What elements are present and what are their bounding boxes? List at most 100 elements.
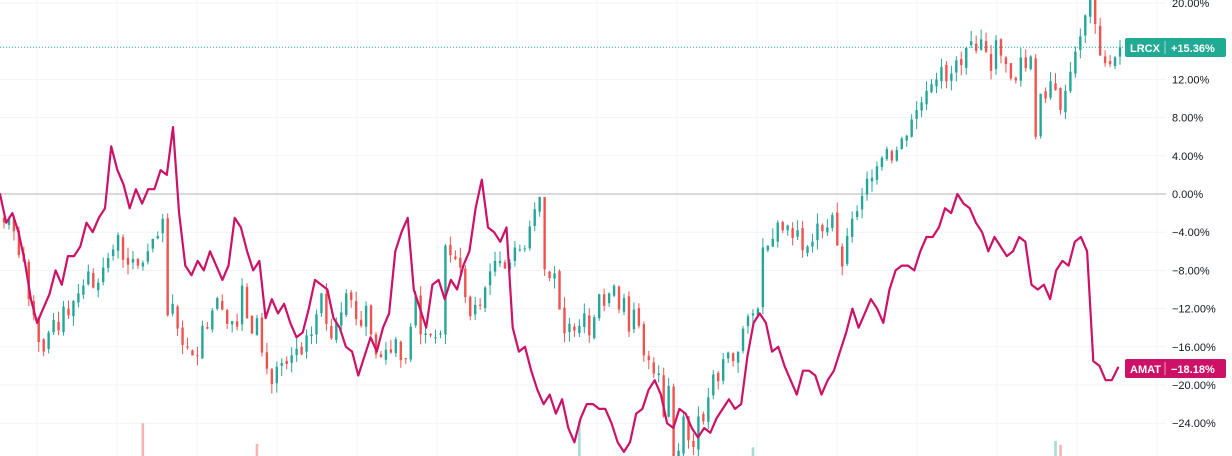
lrcx-candle[interactable]: [766, 245, 770, 253]
lrcx-candle[interactable]: [875, 161, 879, 185]
lrcx-candle[interactable]: [483, 286, 487, 313]
lrcx-candle[interactable]: [72, 300, 75, 326]
lrcx-candle[interactable]: [657, 365, 660, 383]
lrcx-candle[interactable]: [503, 259, 507, 270]
lrcx-candle[interactable]: [880, 156, 884, 171]
lrcx-candle[interactable]: [617, 285, 621, 314]
lrcx-candle[interactable]: [1034, 54, 1037, 140]
lrcx-candle[interactable]: [454, 250, 457, 261]
lrcx-candle[interactable]: [588, 308, 591, 343]
lrcx-candle[interactable]: [12, 217, 16, 241]
lrcx-candle[interactable]: [702, 411, 705, 425]
lrcx-candle[interactable]: [870, 169, 874, 192]
lrcx-candle[interactable]: [637, 303, 641, 329]
lrcx-candle[interactable]: [583, 303, 586, 334]
lrcx-candle[interactable]: [578, 319, 581, 337]
lrcx-candle[interactable]: [216, 296, 219, 311]
lrcx-candle[interactable]: [201, 320, 204, 359]
lrcx-candle[interactable]: [746, 313, 750, 334]
lrcx-candle[interactable]: [910, 114, 913, 138]
lrcx-candle[interactable]: [488, 263, 492, 295]
lrcx-candle[interactable]: [801, 221, 804, 258]
lrcx-candle[interactable]: [915, 101, 918, 129]
lrcx-candle[interactable]: [855, 205, 859, 221]
lrcx-candle[interactable]: [146, 243, 150, 265]
lrcx-candle[interactable]: [1079, 28, 1082, 59]
lrcx-candle[interactable]: [528, 220, 531, 251]
lrcx-candle[interactable]: [131, 251, 135, 270]
lrcx-candle[interactable]: [1069, 62, 1072, 94]
lrcx-candle[interactable]: [37, 316, 40, 352]
lrcx-candle[interactable]: [280, 358, 283, 376]
lrcx-candle[interactable]: [250, 315, 254, 335]
lrcx-candle[interactable]: [1044, 87, 1047, 103]
lrcx-candle[interactable]: [538, 196, 541, 217]
lrcx-candle[interactable]: [92, 268, 95, 289]
lrcx-candle[interactable]: [270, 367, 274, 394]
lrcx-candle[interactable]: [404, 357, 407, 364]
lrcx-candle[interactable]: [885, 146, 889, 161]
lrcx-candle[interactable]: [726, 351, 730, 364]
lrcx-candle[interactable]: [930, 79, 933, 94]
lrcx-candle[interactable]: [464, 264, 467, 303]
lrcx-candle[interactable]: [791, 222, 794, 246]
lrcx-candle[interactable]: [230, 320, 234, 333]
lrcx-candle[interactable]: [106, 252, 110, 273]
lrcx-candle[interactable]: [652, 357, 655, 378]
lrcx-candle[interactable]: [563, 297, 566, 343]
lrcx-candle[interactable]: [940, 58, 943, 89]
lrcx-candle[interactable]: [469, 295, 472, 321]
lrcx-candle[interactable]: [781, 220, 784, 233]
lrcx-candle[interactable]: [1059, 87, 1062, 115]
lrcx-candle[interactable]: [285, 356, 288, 370]
lrcx-candle[interactable]: [1029, 55, 1032, 71]
lrcx-candle[interactable]: [399, 340, 402, 368]
lrcx-candle[interactable]: [1064, 84, 1067, 119]
lrcx-candle[interactable]: [850, 211, 854, 243]
lrcx-candle[interactable]: [920, 97, 923, 118]
lrcx-candle[interactable]: [667, 378, 670, 418]
lrcx-candle[interactable]: [364, 301, 368, 337]
lrcx-candle[interactable]: [434, 329, 437, 344]
lrcx-candle[interactable]: [136, 258, 140, 270]
lrcx-candle[interactable]: [518, 244, 522, 252]
lrcx-candle[interactable]: [558, 269, 561, 310]
lrcx-candle[interactable]: [846, 228, 849, 266]
lrcx-candle[interactable]: [1054, 73, 1057, 91]
lrcx-candle[interactable]: [429, 333, 432, 338]
lrcx-candle[interactable]: [593, 314, 596, 340]
lrcx-candle[interactable]: [602, 288, 606, 312]
lrcx-candle[interactable]: [52, 313, 55, 336]
lrcx-candle[interactable]: [87, 264, 90, 286]
lrcx-candle[interactable]: [265, 342, 269, 375]
lrcx-candle[interactable]: [950, 65, 953, 91]
lrcx-candle[interactable]: [102, 257, 105, 286]
lrcx-candle[interactable]: [647, 350, 650, 370]
lrcx-candle[interactable]: [439, 330, 442, 339]
lrcx-candle[interactable]: [305, 329, 308, 359]
lrcx-candle[interactable]: [176, 304, 179, 337]
lrcx-candle[interactable]: [211, 308, 214, 333]
lrcx-candle[interactable]: [786, 224, 789, 236]
lrcx-candle[interactable]: [1009, 63, 1013, 81]
lrcx-candle[interactable]: [553, 266, 556, 289]
lrcx-candle[interactable]: [235, 313, 239, 331]
lrcx-candle[interactable]: [533, 202, 536, 232]
lrcx-candle[interactable]: [1019, 47, 1022, 87]
lrcx-candle[interactable]: [141, 260, 145, 271]
lrcx-candle[interactable]: [612, 284, 616, 298]
lrcx-candle[interactable]: [900, 136, 903, 150]
lrcx-candle[interactable]: [836, 202, 839, 246]
lrcx-candle[interactable]: [811, 233, 814, 253]
lrcx-candle[interactable]: [1113, 55, 1117, 70]
lrcx-candle[interactable]: [826, 219, 829, 236]
lrcx-candle[interactable]: [731, 352, 735, 367]
lrcx-candle[interactable]: [717, 371, 720, 390]
lrcx-candle[interactable]: [598, 293, 601, 321]
lrcx-candle[interactable]: [42, 338, 45, 357]
lrcx-candle[interactable]: [607, 292, 611, 307]
lrcx-candle[interactable]: [77, 284, 80, 308]
lrcx-candle[interactable]: [57, 311, 60, 336]
lrcx-candle[interactable]: [245, 283, 249, 319]
lrcx-candle[interactable]: [697, 406, 700, 456]
